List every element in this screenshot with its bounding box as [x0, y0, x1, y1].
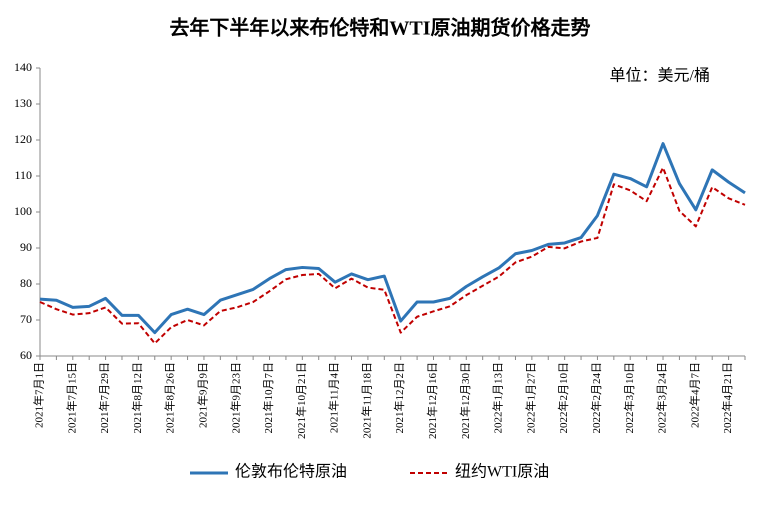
- x-tick-label: 2022年4月7日: [687, 362, 701, 428]
- x-tick-label: 2021年9月9日: [195, 362, 209, 428]
- y-tick-label: 130: [14, 96, 32, 110]
- x-tick-label: 2021年12月30日: [458, 362, 472, 439]
- unit-note: 单位：美元/桶: [610, 67, 710, 85]
- x-tick-label: 2022年2月24日: [589, 362, 603, 434]
- y-tick-label: 140: [14, 60, 32, 74]
- x-tick-label: 2021年9月23日: [228, 362, 242, 434]
- x-tick-label: 2022年3月10日: [622, 362, 636, 434]
- x-tick-label: 2022年1月27日: [523, 362, 537, 434]
- x-tick-label: 2021年11月18日: [359, 362, 373, 439]
- x-tick-label: 2021年7月1日: [32, 362, 46, 428]
- y-tick-label: 100: [14, 204, 32, 218]
- y-tick-label: 60: [20, 348, 32, 362]
- x-tick-label: 2021年11月4日: [327, 362, 341, 433]
- y-tick-label: 120: [14, 132, 32, 146]
- y-tick-label: 80: [20, 276, 32, 290]
- x-tick-label: 2022年1月13日: [491, 362, 505, 434]
- legend-label: 纽约WTI原油: [455, 463, 549, 481]
- x-tick-label: 2021年10月7日: [261, 362, 275, 434]
- series-line: [39, 142, 746, 335]
- x-tick-label: 2021年12月16日: [425, 362, 439, 439]
- x-tick-label: 2021年10月21日: [294, 362, 308, 439]
- y-tick-label: 110: [14, 168, 32, 182]
- series-line: [39, 166, 746, 345]
- legend-label: 伦敦布伦特原油: [235, 463, 347, 481]
- x-tick-label: 2022年3月24日: [655, 362, 669, 434]
- y-tick-label: 90: [20, 240, 32, 254]
- y-tick-label: 70: [20, 312, 32, 326]
- chart-title: 去年下半年以来布伦特和WTI原油期货价格走势: [169, 16, 590, 40]
- x-tick-label: 2022年4月21日: [720, 362, 734, 434]
- x-tick-label: 2021年8月26日: [163, 362, 177, 434]
- x-tick-label: 2021年7月29日: [97, 362, 111, 434]
- x-tick-label: 2022年2月10日: [556, 362, 570, 434]
- x-tick-label: 2021年12月2日: [392, 362, 406, 434]
- x-tick-label: 2021年8月12日: [130, 362, 144, 434]
- x-tick-label: 2021年7月15日: [64, 362, 78, 434]
